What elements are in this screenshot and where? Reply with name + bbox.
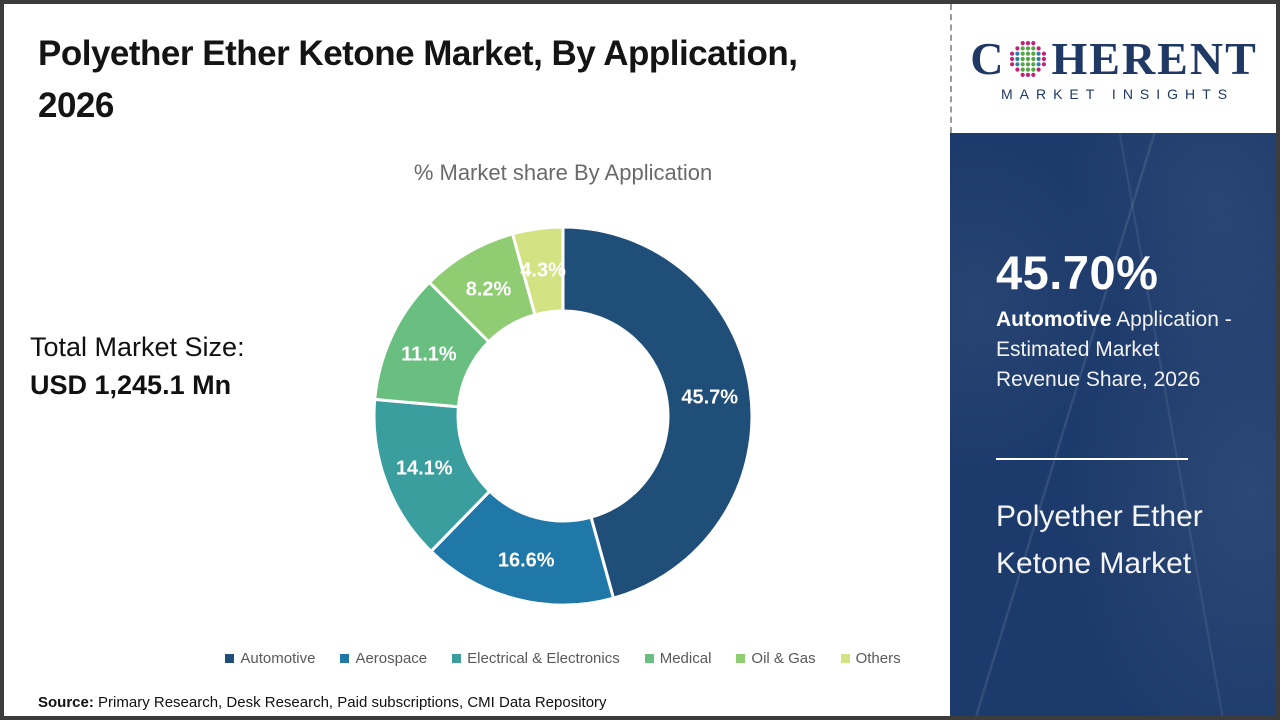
logo-tagline: MARKET INSIGHTS (1000, 85, 1235, 102)
donut-chart: 45.7% 16.6% 14.1% 11.1% 8.2% 4.3% (372, 225, 754, 607)
page-title: Polyether Ether Ketone Market, By Applic… (38, 28, 928, 132)
globe-dot (1021, 67, 1026, 72)
globe-dot (1036, 45, 1042, 50)
chart-subtitle: % Market share By Application (413, 160, 713, 185)
globe-dot (1042, 56, 1047, 61)
globe-dot (1042, 51, 1047, 56)
market-name-line2: Ketone Market (996, 547, 1192, 580)
legend-item-others: Others (840, 650, 901, 667)
total-market-size: Total Market Size: USD 1,245.1 Mn (30, 328, 245, 404)
page-title-line2: 2026 (38, 86, 114, 125)
legend-label: Medical (659, 650, 712, 667)
legend-swatch (340, 654, 350, 663)
legend-label: Others (855, 650, 901, 667)
legend-swatch (644, 654, 654, 663)
donut-slice-label: 11.1% (401, 344, 457, 366)
logo-word-rest: HERENT (1051, 32, 1258, 84)
globe-dot (1015, 51, 1020, 56)
legend-swatch (736, 654, 746, 663)
chart-legend: Automotive Aerospace Electrical & Electron… (4, 650, 1122, 667)
chart-area: Polyether Ether Ketone Market, By Applic… (4, 4, 950, 716)
highlight-stat-value: 45.70% (996, 246, 1159, 299)
globe-dot (1026, 56, 1031, 61)
highlight-stat-category: Automotive (996, 308, 1112, 331)
globe-dot (1031, 67, 1036, 72)
globe-dot (1021, 61, 1026, 66)
donut-slice-label: 8.2% (466, 278, 512, 300)
page-title-line1: Polyether Ether Ketone Market, By Applic… (38, 34, 798, 73)
globe-dot (1036, 61, 1042, 66)
total-market-size-value: USD 1,245.1 Mn (30, 370, 232, 400)
company-logo: C HERENT MARKET INSIGHTS (950, 4, 1276, 133)
globe-dot (1031, 56, 1036, 61)
globe-dot (1021, 51, 1026, 56)
globe-dot (1015, 45, 1020, 50)
globe-dot (1031, 61, 1036, 66)
source-note: Source: Primary Research, Desk Research,… (38, 694, 607, 711)
legend-swatch (840, 654, 850, 663)
legend-swatch (452, 654, 462, 663)
globe-dot (1031, 45, 1036, 50)
highlight-panel: 45.70% Automotive Application - Estimate… (950, 133, 1276, 716)
legend-item-electrical-electronics: Electrical & Electronics (452, 650, 620, 667)
donut-slice-label: 14.1% (396, 458, 453, 480)
donut-slice-label: 4.3% (520, 260, 566, 282)
market-name: Polyether Ether Ketone Market (996, 493, 1203, 587)
globe-dot (1031, 51, 1036, 56)
donut-slice-aerospace (429, 489, 615, 607)
source-label: Source: (38, 694, 94, 711)
logo-letter-c: C (970, 32, 1006, 84)
globe-dot (1031, 40, 1036, 45)
globe-dot (1021, 45, 1026, 50)
right-column: C HERENT MARKET INSIGHTS 45.70% Automoti… (950, 4, 1276, 716)
globe-dot (1021, 72, 1026, 77)
globe-dot (1010, 56, 1015, 61)
legend-label: Automotive (240, 650, 316, 667)
globe-dot (1026, 40, 1031, 45)
donut-slice-label: 45.7% (681, 386, 738, 408)
source-text: Primary Research, Desk Research, Paid su… (93, 694, 607, 711)
total-market-size-label: Total Market Size: (30, 332, 245, 362)
donut-slice-label: 16.6% (498, 550, 555, 572)
globe-dot (1021, 40, 1026, 45)
globe-dot (1036, 56, 1042, 61)
donut-slice-others (511, 225, 565, 317)
globe-dot (1026, 67, 1031, 72)
legend-item-oil-gas: Oil & Gas (736, 650, 816, 667)
legend-label: Oil & Gas (751, 650, 816, 667)
panel-divider (996, 458, 1188, 460)
dotted-globe-icon (1010, 40, 1047, 77)
legend-item-automotive: Automotive (225, 650, 315, 667)
globe-dot (1036, 51, 1042, 56)
globe-dot (1010, 51, 1015, 56)
globe-dot (1026, 72, 1031, 77)
globe-dot (1010, 61, 1015, 66)
legend-label: Electrical & Electronics (467, 650, 620, 667)
globe-dot (1036, 67, 1042, 72)
legend-item-aerospace: Aerospace (340, 650, 427, 667)
globe-dot (1015, 56, 1020, 61)
globe-dot (1021, 56, 1026, 61)
market-name-line1: Polyether Ether (996, 500, 1203, 533)
highlight-stat-description: Automotive Application - Estimated Marke… (996, 305, 1248, 395)
donut-slice-automotive (561, 225, 754, 600)
globe-dot (1026, 61, 1031, 66)
legend-label: Aerospace (355, 650, 428, 667)
globe-dot (1015, 61, 1020, 66)
globe-dot (1026, 45, 1031, 50)
globe-dot (1026, 51, 1031, 56)
globe-dot (1031, 72, 1036, 77)
globe-dot (1042, 61, 1047, 66)
logo-wordmark: C HERENT (970, 32, 1258, 84)
globe-dot (1015, 67, 1020, 72)
legend-swatch (225, 654, 235, 663)
legend-item-medical: Medical (644, 650, 712, 667)
highlight-stat-rest: Application - Estimated Market Revenue S… (996, 308, 1232, 391)
